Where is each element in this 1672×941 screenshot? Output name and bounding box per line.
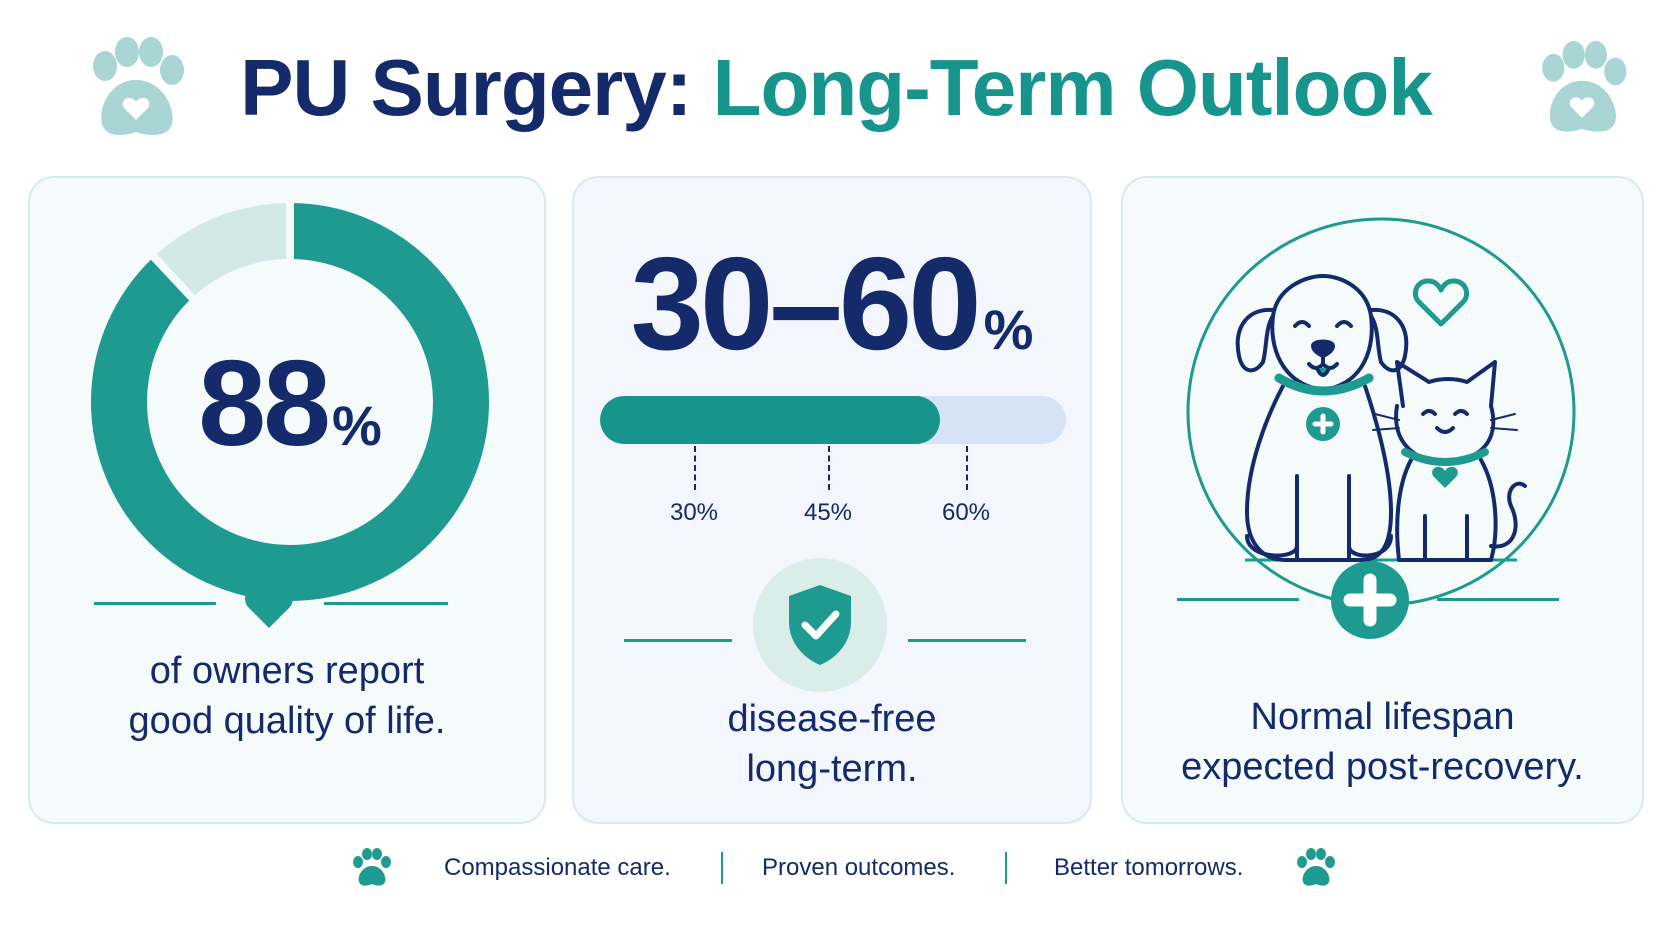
caption-line: disease-free (727, 698, 937, 740)
divider-left (624, 639, 732, 642)
dog-and-cat-icon (1186, 217, 1576, 607)
lifespan-caption: Normal lifespan expected post-recovery. (1123, 692, 1642, 792)
medical-cross-icon (1331, 561, 1409, 639)
shield-check-icon (789, 585, 851, 665)
footer: Compassionate care. Proven outcomes. Bet… (0, 848, 1672, 888)
divider-right (1437, 598, 1559, 601)
quality-of-life-stat: 88% (90, 342, 490, 481)
divider-right (324, 602, 448, 605)
footer-text: Better tomorrows. (1054, 854, 1244, 881)
caption-line: Normal lifespan (1250, 696, 1515, 738)
paw-heart-icon (1542, 40, 1627, 132)
disease-free-caption: disease-free long-term. (574, 694, 1090, 794)
stat-unit: % (331, 394, 382, 457)
donut-chart (91, 202, 489, 601)
quality-of-life-caption: of owners report good quality of life. (30, 646, 544, 746)
footer-separator (721, 852, 723, 884)
paw-icon (353, 848, 391, 886)
caption-line: expected post-recovery. (1181, 746, 1584, 788)
divider-left (94, 602, 216, 605)
stat-value: 30–60 (630, 230, 982, 377)
progress-bar-track (600, 396, 1066, 444)
heart-icon (245, 586, 293, 628)
quality-of-life-card: 88% of owners report good quality of lif… (28, 176, 546, 824)
title-part-2: Long-Term Outlook (712, 43, 1433, 132)
tick-label: 30% (669, 499, 719, 526)
divider-right (908, 639, 1026, 642)
tick-label: 45% (803, 499, 853, 526)
footer-text: Compassionate care. (444, 854, 671, 881)
progress-bar-fill (600, 396, 941, 444)
shield-badge (753, 558, 887, 692)
tick-marker (828, 446, 830, 490)
caption-line: good quality of life. (128, 700, 446, 742)
donut-gap (149, 252, 197, 302)
paw-heart-icon (93, 37, 184, 135)
stat-unit: % (983, 298, 1034, 361)
paw-icon (1297, 848, 1335, 886)
stat-value: 88 (198, 335, 331, 471)
lifespan-card: Normal lifespan expected post-recovery. (1121, 176, 1644, 824)
tick-marker (966, 446, 968, 490)
tick-marker (694, 446, 696, 490)
page-title: PU Surgery: Long-Term Outlook (0, 38, 1672, 138)
tick-label: 60% (941, 499, 991, 526)
footer-text: Proven outcomes. (762, 854, 956, 881)
footer-separator (1005, 852, 1007, 884)
title-part-1: PU Surgery: (240, 43, 692, 132)
caption-line: of owners report (149, 650, 425, 692)
caption-line: long-term. (746, 748, 918, 790)
disease-free-card: 30–60% 30% 45% 60% disease-free long-ter… (572, 176, 1092, 824)
disease-free-stat: 30–60% (574, 234, 1090, 400)
divider-left (1177, 598, 1299, 601)
